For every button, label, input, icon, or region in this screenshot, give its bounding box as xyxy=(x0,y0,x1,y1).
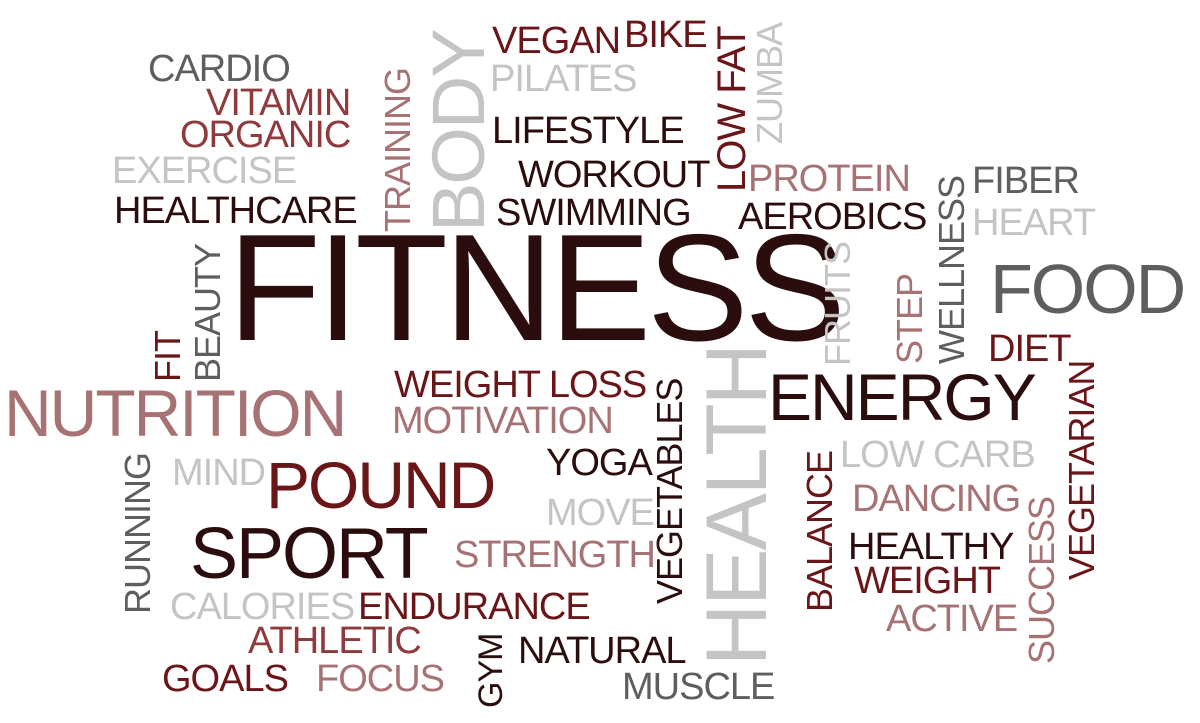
word-healthcare: HEALTHCARE xyxy=(114,190,358,232)
word-aerobics: AEROBICS xyxy=(738,196,927,238)
word-yoga: YOGA xyxy=(546,442,653,484)
word-focus: FOCUS xyxy=(316,658,445,700)
word-nutrition: NUTRITION xyxy=(4,376,347,450)
word-training: TRAINING xyxy=(377,67,418,232)
word-weight: WEIGHT xyxy=(854,560,1001,602)
word-weight-loss: WEIGHT LOSS xyxy=(394,364,647,406)
word-sport: SPORT xyxy=(190,514,429,594)
word-dancing: DANCING xyxy=(852,478,1021,520)
word-energy: ENERGY xyxy=(768,360,1037,434)
word-swimming: SWIMMING xyxy=(496,192,692,234)
word-running: RUNNING xyxy=(117,453,158,614)
word-food: FOOD xyxy=(990,250,1186,328)
word-athletic: ATHLETIC xyxy=(248,620,422,662)
word-zumba: ZUMBA xyxy=(749,23,790,144)
word-protein: PROTEIN xyxy=(748,158,911,200)
word-endurance: ENDURANCE xyxy=(358,586,591,628)
word-wellness: WELLNESS xyxy=(931,175,972,364)
word-vitamin: VITAMIN xyxy=(206,82,351,124)
word-calories: CALORIES xyxy=(170,586,355,628)
word-lifestyle: LIFESTYLE xyxy=(492,110,685,152)
word-fitness: FITNESS xyxy=(228,203,846,373)
word-motivation: MOTIVATION xyxy=(392,400,614,442)
word-pound: POUND xyxy=(266,448,496,522)
word-success: SUCCESS xyxy=(1021,496,1062,664)
word-low-fat: LOW FAT xyxy=(710,26,754,192)
word-pilates: PILATES xyxy=(490,58,637,100)
word-fit: FIT xyxy=(147,331,188,382)
word-natural: NATURAL xyxy=(518,630,687,672)
word-health: HEALTH xyxy=(689,345,785,666)
word-fiber: FIBER xyxy=(972,160,1080,202)
word-heart: HEART xyxy=(972,202,1096,244)
word-bike: BIKE xyxy=(624,14,708,56)
word-low-carb: LOW CARB xyxy=(840,434,1036,476)
word-muscle: MUSCLE xyxy=(622,666,775,708)
word-diet: DIET xyxy=(988,328,1072,370)
word-vegetables: VEGETABLES xyxy=(649,378,690,604)
word-move: MOVE xyxy=(546,492,655,534)
word-vegetarian: VEGETARIAN xyxy=(1061,360,1102,580)
word-balance: BALANCE xyxy=(799,450,840,612)
word-exercise: EXERCISE xyxy=(112,150,297,192)
word-fruits: FRUITS xyxy=(817,242,858,366)
word-active: ACTIVE xyxy=(886,598,1018,640)
word-step: STEP xyxy=(889,273,930,364)
word-beauty: BEAUTY xyxy=(187,243,228,382)
word-workout: WORKOUT xyxy=(518,154,710,196)
word-body: BODY xyxy=(417,30,500,232)
word-goals: GOALS xyxy=(162,658,289,700)
word-organic: ORGANIC xyxy=(180,114,351,156)
word-healthy: HEALTHY xyxy=(848,526,1014,568)
word-cardio: CARDIO xyxy=(148,48,291,90)
word-gym: GYM xyxy=(472,633,510,708)
word-mind: MIND xyxy=(172,452,266,494)
word-vegan: VEGAN xyxy=(492,20,621,62)
word-strength: STRENGTH xyxy=(454,534,656,576)
